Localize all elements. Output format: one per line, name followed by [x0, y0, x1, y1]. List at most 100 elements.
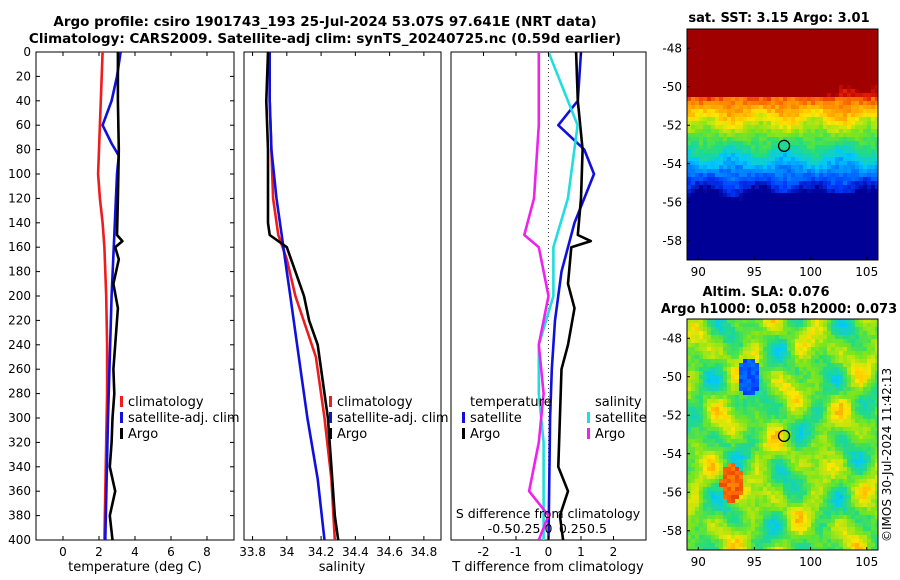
heatmap-cell	[855, 197, 860, 202]
heatmap-cell	[791, 423, 796, 428]
heatmap-cell	[803, 209, 808, 214]
heatmap-cell	[723, 221, 728, 226]
heatmap-cell	[699, 455, 704, 460]
heatmap-cell	[803, 411, 808, 416]
heatmap-cell	[839, 49, 844, 54]
heatmap-cell	[779, 451, 784, 456]
heatmap-cell	[783, 113, 788, 118]
heatmap-cell	[791, 355, 796, 360]
heatmap-cell	[859, 157, 864, 162]
heatmap-cell	[699, 387, 704, 392]
heatmap-cell	[819, 93, 824, 98]
heatmap-cell	[839, 125, 844, 130]
heatmap-cell	[779, 233, 784, 238]
heatmap-cell	[815, 121, 820, 126]
heatmap-cell	[855, 419, 860, 424]
heatmap-cell	[703, 229, 708, 234]
heatmap-cell	[835, 245, 840, 250]
heatmap-cell	[687, 101, 692, 106]
heatmap-cell	[875, 419, 878, 424]
heatmap-cell	[759, 197, 764, 202]
heatmap-cell	[747, 217, 752, 222]
heatmap-cell	[691, 443, 696, 448]
heatmap-cell	[695, 359, 700, 364]
heatmap-cell	[751, 173, 756, 178]
heatmap-cell	[831, 45, 836, 50]
heatmap-cell	[847, 439, 852, 444]
heatmap-cell	[779, 189, 784, 194]
heatmap-cell	[787, 253, 792, 258]
heatmap-cell	[795, 387, 800, 392]
heatmap-cell	[875, 145, 878, 150]
heatmap-cell	[711, 109, 716, 114]
heatmap-cell	[811, 65, 816, 70]
heatmap-cell	[811, 165, 816, 170]
heatmap-cell	[863, 463, 868, 468]
y-tick-label: 320	[8, 435, 31, 449]
heatmap-cell	[815, 185, 820, 190]
heatmap-cell	[795, 173, 800, 178]
heatmap-cell	[815, 375, 820, 380]
heatmap-cell	[711, 73, 716, 78]
heatmap-cell	[871, 427, 876, 432]
heatmap-cell	[843, 419, 848, 424]
heatmap-cell	[807, 343, 812, 348]
heatmap-cell	[775, 347, 780, 352]
heatmap-cell	[815, 45, 820, 50]
heatmap-cell	[711, 455, 716, 460]
heatmap-cell	[723, 463, 728, 468]
heatmap-cell	[843, 165, 848, 170]
heatmap-cell	[859, 367, 864, 372]
heatmap-cell	[707, 331, 712, 336]
heatmap-cell	[787, 249, 792, 254]
heatmap-cell	[707, 197, 712, 202]
heatmap-cell	[763, 173, 768, 178]
heatmap-cell	[855, 93, 860, 98]
heatmap-cell	[775, 73, 780, 78]
heatmap-cell	[723, 217, 728, 222]
heatmap-cell	[851, 319, 856, 324]
heatmap-cell	[855, 233, 860, 238]
heatmap-cell	[743, 153, 748, 158]
heatmap-cell	[795, 359, 800, 364]
heatmap-cell	[715, 257, 720, 260]
heatmap-cell	[787, 403, 792, 408]
heatmap-cell	[815, 237, 820, 242]
heatmap-cell	[787, 351, 792, 356]
heatmap-cell	[691, 137, 696, 142]
heatmap-cell	[803, 153, 808, 158]
heatmap-cell	[859, 37, 864, 42]
s-tick-label: 0.5	[587, 521, 607, 536]
heatmap-cell	[711, 415, 716, 420]
heatmap-cell	[731, 335, 736, 340]
heatmap-cell	[759, 379, 764, 384]
heatmap-cell	[687, 253, 692, 258]
heatmap-cell	[831, 161, 836, 166]
heatmap-cell	[847, 101, 852, 106]
heatmap-cell	[767, 61, 772, 66]
heatmap-cell	[691, 423, 696, 428]
legend-t-argo-label: Argo	[470, 427, 500, 442]
heatmap-cell	[847, 177, 852, 182]
heatmap-cell	[759, 249, 764, 254]
heatmap-cell	[803, 367, 808, 372]
heatmap-cell	[807, 89, 812, 94]
heatmap-cell	[771, 351, 776, 356]
heatmap-cell	[779, 29, 784, 34]
heatmap-cell	[747, 241, 752, 246]
heatmap-cell	[823, 121, 828, 126]
heatmap-cell	[743, 145, 748, 150]
heatmap-cell	[743, 225, 748, 230]
heatmap-cell	[711, 471, 716, 476]
heatmap-cell	[771, 375, 776, 380]
heatmap-cell	[719, 351, 724, 356]
heatmap-cell	[823, 157, 828, 162]
heatmap-cell	[687, 435, 692, 440]
heatmap-cell	[871, 455, 876, 460]
heatmap-cell	[827, 237, 832, 242]
heatmap-cell	[795, 133, 800, 138]
heatmap-cell	[691, 193, 696, 198]
heatmap-cell	[771, 205, 776, 210]
heatmap-cell	[835, 109, 840, 114]
heatmap-cell	[755, 403, 760, 408]
